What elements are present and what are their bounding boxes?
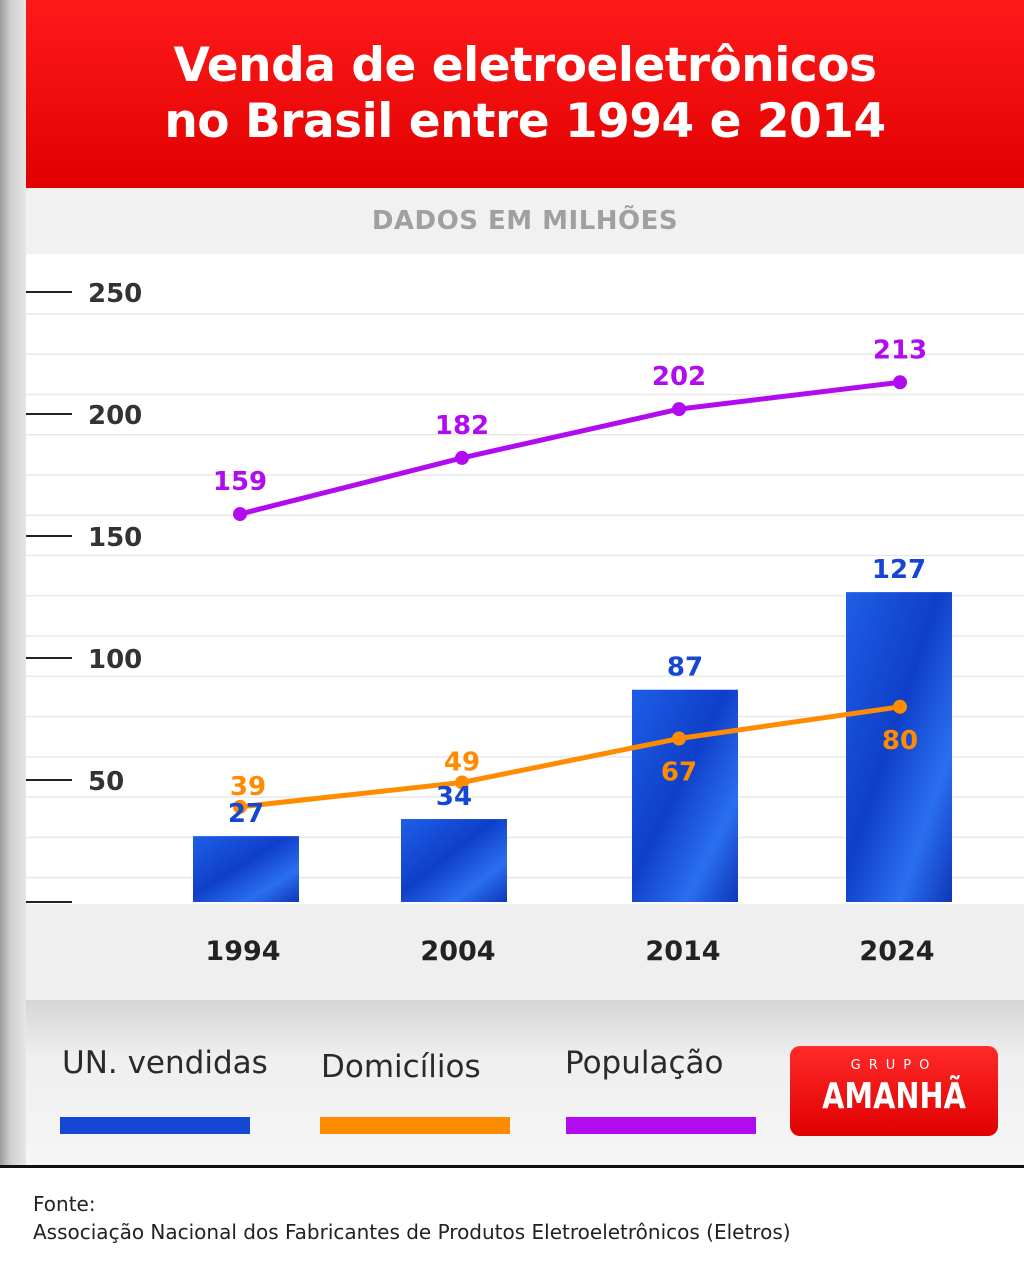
x-axis-band bbox=[26, 904, 1024, 1000]
title-line-1: Venda de eletroeletrônicos bbox=[173, 38, 877, 93]
page-title: Venda de eletroeletrônicos no Brasil ent… bbox=[26, 38, 1024, 150]
bar-un-vendidas-2014 bbox=[632, 689, 738, 902]
point-populacao-2024 bbox=[893, 375, 907, 390]
logo-big-text: AMANHÃ bbox=[822, 1076, 966, 1117]
data-label-domicilios-2014: 67 bbox=[661, 758, 697, 788]
data-label-domicilios-1994: 39 bbox=[230, 772, 266, 802]
bar-series bbox=[193, 592, 952, 902]
data-label-populacao-2024: 213 bbox=[873, 335, 927, 365]
bar-un-vendidas-2024 bbox=[846, 592, 952, 902]
chart: 50 100 150 200 250 27 34 87 127 39 49 67 80 159 182 20… bbox=[26, 279, 1024, 967]
subtitle: DADOS EM MILHÕES bbox=[371, 206, 679, 236]
point-populacao-2004 bbox=[455, 450, 469, 465]
y-tick-label: 150 bbox=[88, 523, 142, 553]
point-domicilios-2024 bbox=[893, 699, 907, 714]
source-label: Fonte: bbox=[33, 1192, 96, 1216]
grupo-amanha-logo: GRUPO AMANHÃ bbox=[790, 1046, 998, 1136]
legend-swatch-domicilios bbox=[320, 1117, 510, 1134]
footer-divider bbox=[0, 1165, 1024, 1168]
point-domicilios-2014 bbox=[672, 731, 686, 746]
y-tick-label: 50 bbox=[88, 767, 124, 797]
data-label-un-vendidas-2004: 34 bbox=[436, 782, 472, 812]
point-populacao-2014 bbox=[672, 402, 686, 417]
data-label-domicilios-2024: 80 bbox=[882, 726, 918, 756]
bar-un-vendidas-1994 bbox=[193, 836, 299, 902]
data-label-populacao-2014: 202 bbox=[652, 362, 706, 392]
legend-swatch-populacao bbox=[566, 1117, 756, 1134]
legend-label-domicilios: Domicílios bbox=[321, 1049, 481, 1085]
legend-label-populacao: População bbox=[565, 1045, 724, 1081]
y-tick-label: 250 bbox=[88, 279, 142, 309]
y-tick-label: 200 bbox=[88, 401, 142, 431]
data-label-un-vendidas-1994: 27 bbox=[228, 799, 264, 829]
x-tick-label-2024: 2024 bbox=[859, 936, 934, 967]
point-domicilios-2004 bbox=[455, 775, 469, 790]
data-labels: 27 34 87 127 39 49 67 80 159 182 202 213 bbox=[213, 335, 927, 829]
x-tick-label-1994: 1994 bbox=[205, 936, 280, 967]
y-tick-label: 100 bbox=[88, 645, 142, 675]
x-axis: 1994 2004 2014 2024 bbox=[205, 936, 934, 967]
x-tick-label-2004: 2004 bbox=[420, 936, 495, 967]
line-populacao bbox=[237, 379, 903, 517]
line-series bbox=[233, 375, 907, 814]
data-label-populacao-2004: 182 bbox=[435, 411, 489, 441]
data-label-domicilios-2004: 49 bbox=[444, 747, 480, 777]
source-text: Associação Nacional dos Fabricantes de P… bbox=[33, 1220, 791, 1244]
bar-un-vendidas-2004 bbox=[401, 819, 507, 902]
header-banner: Venda de eletroeletrônicos no Brasil ent… bbox=[26, 0, 1024, 188]
line-domicilios bbox=[237, 704, 903, 810]
point-domicilios-1994 bbox=[233, 799, 247, 814]
legend-label-un-vendidas: UN. vendidas bbox=[62, 1045, 268, 1081]
data-label-un-vendidas-2024: 127 bbox=[872, 555, 926, 585]
y-axis: 50 100 150 200 250 bbox=[26, 279, 142, 903]
logo-small-text: GRUPO bbox=[850, 1058, 938, 1073]
point-populacao-1994 bbox=[233, 507, 247, 522]
data-label-populacao-1994: 159 bbox=[213, 467, 267, 497]
x-tick-label-2014: 2014 bbox=[645, 936, 720, 967]
legend-swatch-un-vendidas bbox=[60, 1117, 250, 1134]
title-line-2: no Brasil entre 1994 e 2014 bbox=[164, 94, 886, 149]
subtitle-band: DADOS EM MILHÕES bbox=[26, 188, 1024, 254]
left-edge-shadow bbox=[0, 0, 26, 1165]
data-label-un-vendidas-2014: 87 bbox=[667, 653, 703, 683]
